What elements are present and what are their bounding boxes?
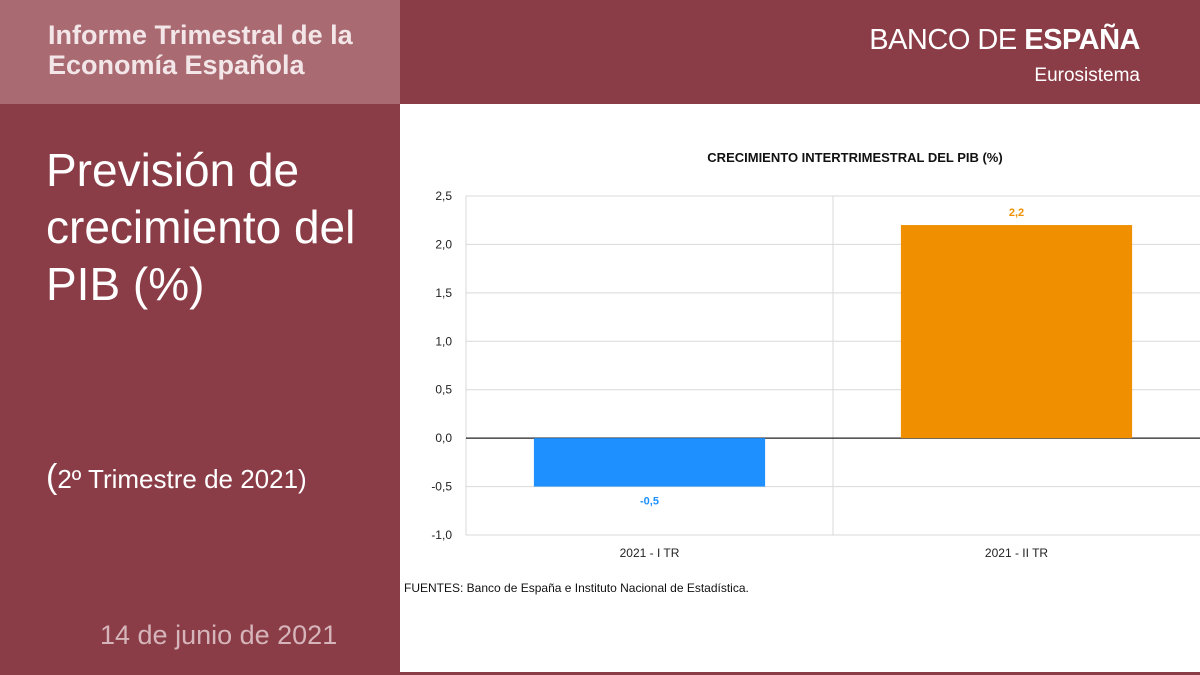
chart-title: CRECIMIENTO INTERTRIMESTRAL DEL PIB (%) (707, 150, 1002, 165)
chart-panel: CRECIMIENTO INTERTRIMESTRAL DEL PIB (%) … (400, 104, 1200, 675)
bar (533, 438, 766, 487)
bar-chart: CRECIMIENTO INTERTRIMESTRAL DEL PIB (%) … (431, 150, 1200, 560)
slide-title: Previsión de crecimiento del PIB (%) (46, 144, 356, 310)
y-tick-label: 2,0 (435, 237, 452, 251)
y-tick-label: -1,0 (431, 528, 452, 542)
report-tag-box: Informe Trimestral de la Economía Españo… (0, 0, 400, 104)
bank-logo: BANCO DE ESPAÑA (869, 24, 1140, 57)
subtitle-paren: ( (46, 458, 58, 496)
data-label: 2,2 (1009, 207, 1024, 219)
panel-bottom-border (400, 672, 1200, 675)
report-title: Informe Trimestral de la Economía Españo… (48, 20, 353, 80)
x-tick-label: 2021 - II TR (985, 546, 1048, 560)
y-axis: 2,5 2,0 1,5 1,0 0,5 0,0 -0,5 -1,0 (431, 189, 452, 542)
brand-subtitle: Eurosistema (1034, 65, 1140, 86)
x-tick-label: 2021 - I TR (620, 546, 680, 560)
slide-subtitle: (2º Trimestre de 2021) (46, 458, 307, 497)
chart-bars: -0,5 2,2 (533, 207, 1133, 508)
y-tick-label: 0,0 (435, 431, 452, 445)
y-tick-label: -0,5 (431, 480, 452, 494)
y-tick-label: 2,5 (435, 189, 452, 203)
y-tick-label: 1,5 (435, 286, 452, 300)
data-label: -0,5 (640, 496, 659, 508)
brand-light: BANCO DE (869, 24, 1025, 56)
x-axis: 2021 - I TR 2021 - II TR (620, 546, 1049, 560)
brand-bold: ESPAÑA (1024, 24, 1140, 56)
slide-date: 14 de junio de 2021 (100, 620, 338, 650)
y-tick-label: 1,0 (435, 334, 452, 348)
y-tick-label: 0,5 (435, 383, 452, 397)
chart-source: FUENTES: Banco de España e Instituto Nac… (404, 581, 749, 595)
bar (900, 225, 1133, 439)
subtitle-text: 2º Trimestre de 2021) (57, 464, 307, 494)
